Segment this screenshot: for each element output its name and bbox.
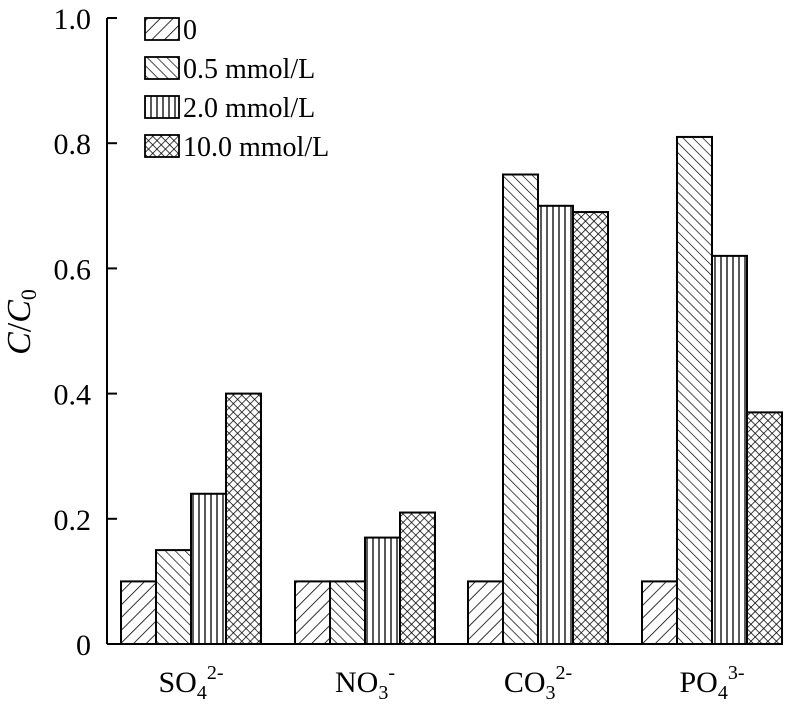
y-tick-label: 0	[76, 629, 91, 662]
y-ticks-group: 0 0.2 0.4 0.6 0.8 1.0	[54, 3, 117, 662]
y-tick-label: 0.6	[54, 253, 92, 286]
legend-swatch	[144, 95, 180, 119]
bar	[155, 549, 192, 645]
legend: 0 0.5 mmol/L 2.0 mmol/L 10.0 mmol/L	[144, 15, 329, 163]
bar	[467, 580, 504, 646]
legend-label: 0.5 mmol/L	[183, 54, 315, 85]
bars-group	[120, 135, 783, 646]
bar	[572, 211, 609, 645]
bar	[329, 580, 366, 646]
y-tick-label: 1.0	[54, 3, 92, 36]
legend-swatch	[144, 56, 180, 80]
bar	[364, 536, 401, 646]
y-tick-label: 0.8	[54, 128, 92, 161]
legend-swatch	[144, 17, 180, 41]
x-category-label: NO3-	[335, 662, 395, 704]
bar	[711, 254, 748, 645]
bar	[294, 580, 331, 646]
bar	[190, 492, 227, 646]
legend-label: 2.0 mmol/L	[183, 93, 315, 124]
x-category-labels: SO42- NO3- CO32- PO43-	[158, 662, 744, 704]
bar	[225, 392, 262, 645]
bar	[502, 173, 539, 645]
legend-swatch	[144, 134, 180, 158]
y-tick-label: 0.2	[54, 504, 92, 537]
bar	[641, 580, 678, 646]
x-category-label: CO32-	[504, 662, 572, 704]
x-category-label: PO43-	[679, 662, 744, 704]
bar	[399, 511, 436, 645]
legend-label: 10.0 mmol/L	[183, 132, 329, 163]
legend-label: 0	[183, 15, 197, 46]
x-category-label: SO42-	[158, 662, 223, 704]
bar	[746, 411, 783, 645]
bar	[120, 580, 157, 646]
y-axis-title: C/C0	[1, 289, 41, 355]
y-tick-label: 0.4	[54, 379, 92, 412]
bar	[537, 204, 574, 646]
bar	[676, 135, 713, 645]
